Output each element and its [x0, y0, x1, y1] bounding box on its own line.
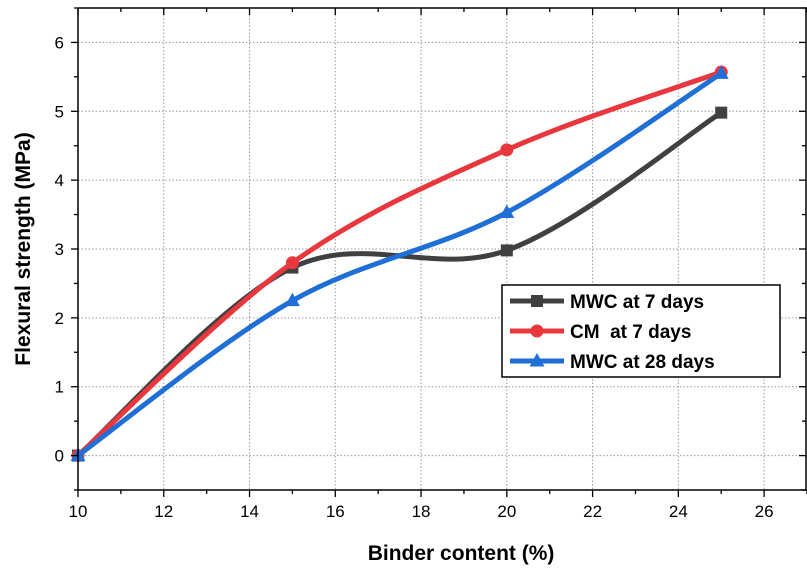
legend-item: MWC at 28 days [510, 352, 715, 373]
x-tick-label: 18 [412, 502, 431, 521]
y-tick-label: 2 [55, 309, 64, 328]
x-tick-label: 16 [326, 502, 345, 521]
data-point [713, 65, 729, 79]
data-point [715, 106, 728, 119]
x-tick-label: 26 [755, 502, 774, 521]
y-axis-title: Flexural strength (MPa) [12, 132, 35, 365]
series-2 [70, 65, 729, 462]
series-0 [72, 106, 728, 462]
axes [71, 7, 807, 497]
data-point [285, 256, 299, 270]
y-tick-label: 6 [55, 33, 64, 52]
legend-marker [529, 353, 545, 367]
data-point [500, 244, 513, 257]
x-axis-title: Binder content (%) [368, 542, 555, 565]
y-tick-label: 5 [55, 102, 64, 121]
data-point [500, 143, 514, 157]
series-line [75, 70, 724, 459]
data-point [499, 204, 515, 219]
series-line [75, 110, 724, 459]
series-1 [71, 65, 728, 463]
y-tick-label: 3 [55, 240, 64, 259]
series-layer [70, 65, 729, 463]
series-line [75, 69, 724, 459]
legend: MWC at 7 days CM at 7 days MWC at 28 days [501, 284, 781, 378]
data-point [284, 292, 300, 307]
legend-label: MWC at 7 days [570, 292, 704, 313]
legend-label: MWC at 28 days [570, 352, 715, 373]
x-tick-label: 22 [583, 502, 602, 521]
legend-label: CM at 7 days [570, 322, 691, 343]
legend-item: MWC at 7 days [510, 292, 704, 313]
y-tick-label: 1 [55, 378, 64, 397]
x-tick-label: 14 [240, 502, 259, 521]
legend-marker [531, 295, 543, 307]
legend-item: CM at 7 days [510, 322, 691, 343]
x-tick-label: 20 [497, 502, 516, 521]
x-tick-label: 10 [69, 502, 88, 521]
x-tick-label: 12 [154, 502, 173, 521]
y-tick-label: 0 [55, 447, 64, 466]
x-tick-label: 24 [669, 502, 688, 521]
legend-marker [530, 324, 544, 338]
y-tick-label: 4 [55, 171, 64, 190]
